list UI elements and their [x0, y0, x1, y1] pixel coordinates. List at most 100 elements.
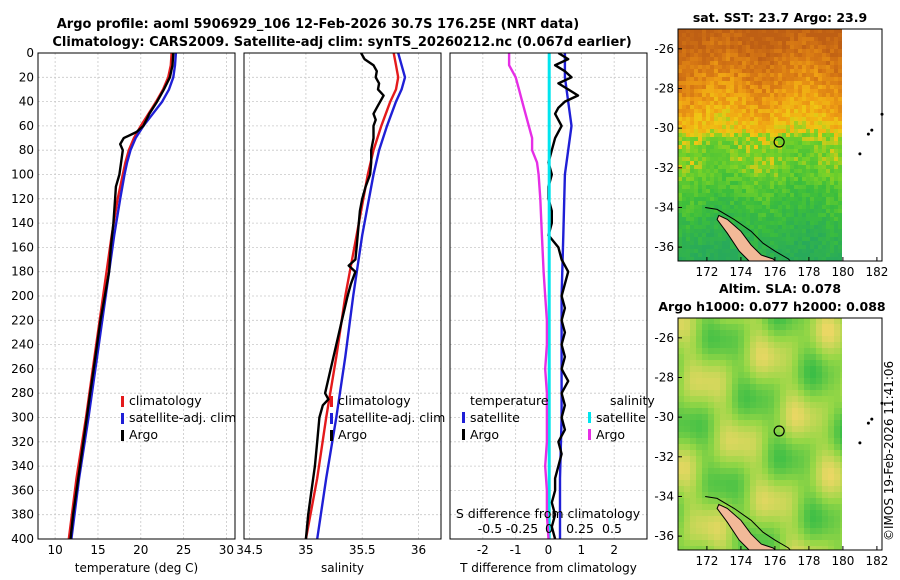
map-cell: [810, 209, 815, 214]
map-cell: [754, 209, 759, 214]
map-cell: [830, 129, 835, 134]
map-cell: [696, 510, 703, 517]
map-cell: [762, 237, 767, 242]
map-cell: [794, 233, 799, 238]
map-cell: [718, 129, 723, 134]
map-cell: [738, 73, 743, 78]
map-cell: [770, 237, 775, 242]
map-cell: [790, 69, 795, 74]
y-tick-label: -32: [654, 450, 674, 464]
map-cell: [802, 181, 807, 186]
map-cell: [714, 372, 721, 379]
map-cell: [758, 133, 763, 138]
map-cell: [742, 109, 747, 114]
map-cell: [770, 181, 775, 186]
map-cell: [762, 330, 769, 337]
map-cell: [726, 408, 733, 415]
map-cell: [730, 97, 735, 102]
map-cell: [698, 197, 703, 202]
map-cell: [686, 173, 691, 178]
map-cell: [834, 225, 839, 230]
map-cell: [702, 209, 707, 214]
map-cell: [696, 456, 703, 463]
map-cell: [690, 201, 695, 206]
map-cell: [754, 125, 759, 130]
map-cell: [806, 65, 811, 70]
map-cell: [834, 57, 839, 62]
map-cell: [726, 101, 731, 106]
map-cell: [826, 129, 831, 134]
map-cell: [684, 432, 691, 439]
land-new-zealand: [716, 503, 777, 550]
map-cell: [702, 97, 707, 102]
map-cell: [738, 149, 743, 154]
map-cell: [778, 97, 783, 102]
map-cell: [690, 197, 695, 202]
map-cell: [792, 354, 799, 361]
map-cell: [818, 237, 823, 242]
map-cell: [802, 161, 807, 166]
map-cell: [714, 81, 719, 86]
map-cell: [778, 221, 783, 226]
map-cell: [720, 492, 727, 499]
map-cell: [744, 342, 751, 349]
map-cell: [682, 153, 687, 158]
map-cell: [822, 402, 829, 409]
map-cell: [798, 408, 805, 415]
map-cell: [734, 193, 739, 198]
map-cell: [746, 169, 751, 174]
map-cell: [762, 145, 767, 150]
map-cell: [804, 366, 811, 373]
map-cell: [780, 480, 787, 487]
map-cell: [742, 157, 747, 162]
map-cell: [818, 245, 823, 250]
map-cell: [708, 474, 715, 481]
map-cell: [730, 165, 735, 170]
map-cell: [826, 61, 831, 66]
map-cell: [828, 504, 835, 511]
map-cell: [684, 522, 691, 529]
map-cell: [694, 145, 699, 150]
map-cell: [774, 133, 779, 138]
map-cell: [822, 450, 829, 457]
map-cell: [818, 173, 823, 178]
map-cell: [754, 193, 759, 198]
map-cell: [828, 474, 835, 481]
map-cell: [790, 177, 795, 182]
map-cell: [830, 49, 835, 54]
map-cell: [686, 53, 691, 58]
map-cell: [762, 221, 767, 226]
map-cell: [834, 197, 839, 202]
map-cell: [758, 49, 763, 54]
map-cell: [810, 149, 815, 154]
map-cell: [682, 181, 687, 186]
map-cell: [718, 233, 723, 238]
map-cell: [754, 49, 759, 54]
map-cell: [726, 149, 731, 154]
map-cell: [798, 129, 803, 134]
map-cell: [770, 137, 775, 142]
map-cell: [732, 348, 739, 355]
map-cell: [750, 420, 757, 427]
map-cell: [794, 237, 799, 242]
legend-title: temperature: [470, 393, 549, 408]
map-cell: [794, 45, 799, 50]
map-cell: [690, 384, 697, 391]
map-cell: [818, 29, 823, 34]
map-cell: [768, 330, 775, 337]
map-cell: [682, 253, 687, 258]
map-cell: [694, 57, 699, 62]
map-cell: [814, 77, 819, 82]
map-cell: [746, 109, 751, 114]
map-cell: [742, 173, 747, 178]
map-cell: [794, 161, 799, 166]
map-cell: [734, 73, 739, 78]
map-cell: [722, 169, 727, 174]
map-cell: [714, 444, 721, 451]
map-cell: [770, 253, 775, 258]
series-line-s-argo: [507, 53, 550, 539]
map-cell: [720, 378, 727, 385]
map-cell: [698, 193, 703, 198]
map-cell: [730, 157, 735, 162]
map-cell: [698, 145, 703, 150]
